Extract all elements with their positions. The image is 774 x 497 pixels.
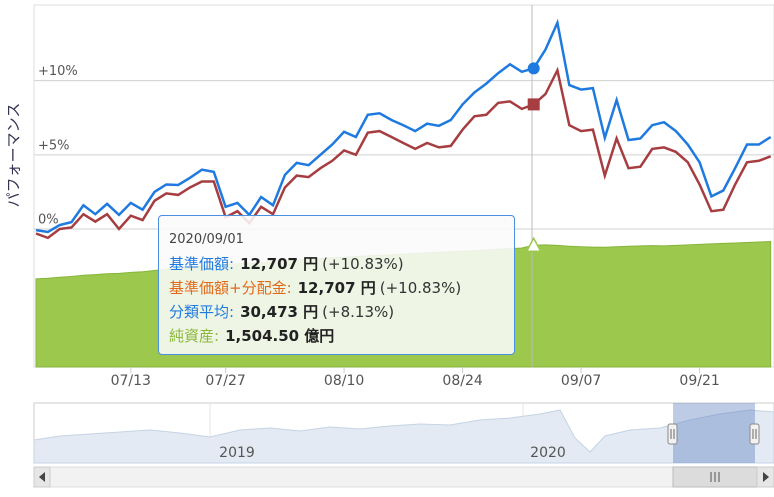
x-tick-label: 07/27 [205,373,245,389]
tooltip-change: (+10.83%) [322,255,404,273]
tooltip: 2020/09/01 基準価額: 12,707 円 (+10.83%) 基準価額+分配… [158,215,515,355]
tooltip-row: 純資産: 1,504.50 億円 [169,324,504,348]
navigator-series [33,409,774,464]
navigator-handle[interactable] [749,423,760,445]
tooltip-change: (+10.83%) [379,279,462,297]
tooltip-value: 12,707 円 [240,255,319,273]
scrollbar[interactable] [33,466,774,488]
x-tick-label: 09/21 [679,373,719,389]
x-tick-label: 07/13 [111,373,151,389]
x-tick-label: 08/10 [324,373,364,389]
y-axis-title: パフォーマンス [5,103,23,208]
navigator-handle[interactable] [667,423,678,445]
tooltip-label: 基準価額+分配金: [169,279,292,297]
grip [710,472,720,482]
tooltip-value: 30,473 円 [240,303,319,321]
arrow [763,472,769,482]
line [35,66,772,240]
x-tick-label: 09/07 [561,373,601,389]
navigator-label: 2020 [530,445,566,461]
navigator-selection[interactable] [673,403,755,463]
tooltip-row: 基準価額+分配金: 12,707 円 (+10.83%) [169,276,504,300]
y-tick-label: +5% [38,138,70,153]
navigator-label: 2019 [219,445,255,461]
hover-marker [527,98,540,111]
tooltip-row: 基準価額: 12,707 円 (+10.83%) [169,252,504,276]
y-tick-label: +10% [38,64,78,79]
line [35,18,772,234]
tooltip-row: 分類平均: 30,473 円 (+8.13%) [169,300,504,324]
tooltip-value: 1,504.50 億円 [225,327,335,345]
tooltip-label: 分類平均: [169,303,235,321]
hover-marker [527,62,540,75]
tooltip-value: 12,707 円 [297,279,376,297]
tooltip-change: (+8.13%) [322,303,395,321]
x-tick-label: 08/24 [442,373,482,389]
y-tick-label: 0% [38,213,59,228]
tooltip-label: 純資産: [169,327,220,345]
hover-marker [525,236,542,252]
arrow [39,472,45,482]
tooltip-label: 基準価額: [169,255,235,273]
tooltip-date: 2020/09/01 [169,232,244,247]
